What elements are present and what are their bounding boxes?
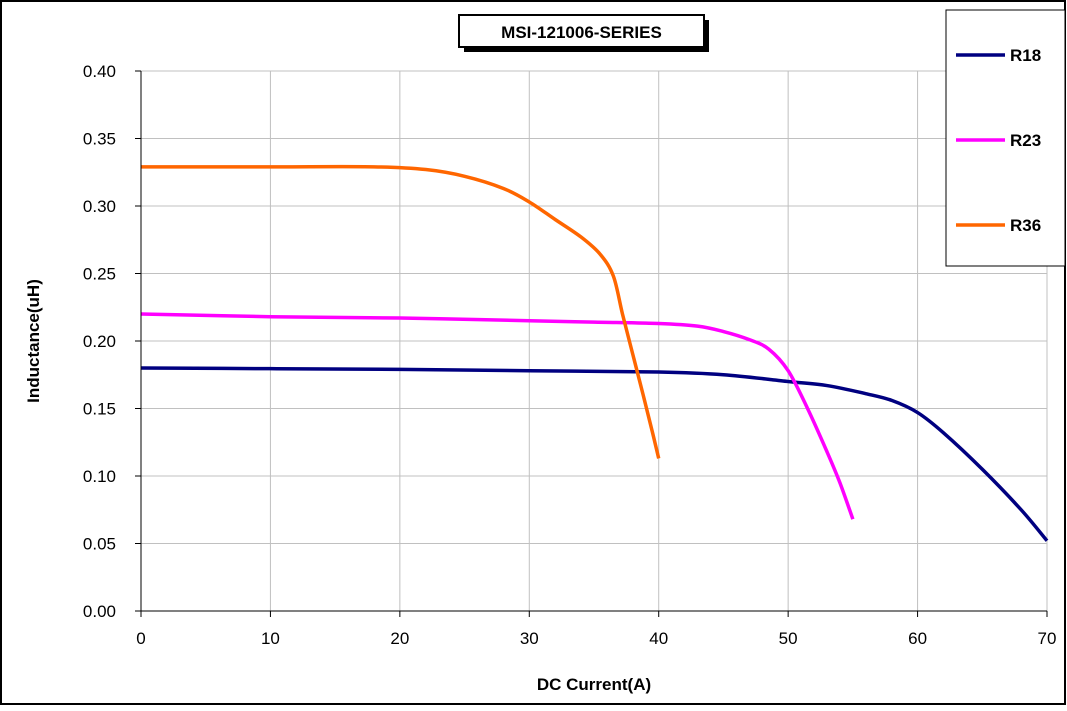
series-line-r36 xyxy=(141,164,661,459)
y-axis-title: Inductance(uH) xyxy=(24,279,43,403)
x-tick-label: 20 xyxy=(390,629,409,648)
y-tick-label: 0.00 xyxy=(83,602,116,621)
series-line-r23 xyxy=(140,312,855,520)
legend-label-r18: R18 xyxy=(1010,46,1041,65)
x-tick-label: 40 xyxy=(649,629,668,648)
x-tick-label: 30 xyxy=(520,629,539,648)
x-tick-label: 10 xyxy=(261,629,280,648)
x-tick-label: 0 xyxy=(136,629,145,648)
x-tick-label: 60 xyxy=(908,629,927,648)
y-tick-label: 0.15 xyxy=(83,400,116,419)
y-tick-label: 0.10 xyxy=(83,467,116,486)
x-tick-label: 50 xyxy=(779,629,798,648)
y-tick-label: 0.40 xyxy=(83,62,116,81)
legend-layer: R18 R23 R36 xyxy=(956,46,1041,235)
legend-label-r36: R36 xyxy=(1010,216,1041,235)
chart-title: MSI-121006-SERIES xyxy=(501,23,662,42)
y-tick-label: 0.20 xyxy=(83,332,116,351)
y-tick-label: 0.25 xyxy=(83,265,116,284)
legend-box xyxy=(945,9,1066,267)
y-tick-label: 0.05 xyxy=(83,535,116,554)
legend-label-r23: R23 xyxy=(1010,131,1041,150)
series-line-r18 xyxy=(140,366,1049,542)
title-box xyxy=(458,14,705,48)
y-tick-label: 0.35 xyxy=(83,130,116,149)
series-layer xyxy=(140,164,1049,542)
ticks-layer: 0 10 20 30 40 50 60 70 0.00 0.05 0.10 0.15 0.20 0.25 0… xyxy=(83,62,1057,648)
x-tick-label: 70 xyxy=(1038,629,1057,648)
x-axis-title: DC Current(A) xyxy=(537,675,651,694)
y-tick-label: 0.30 xyxy=(83,197,116,216)
